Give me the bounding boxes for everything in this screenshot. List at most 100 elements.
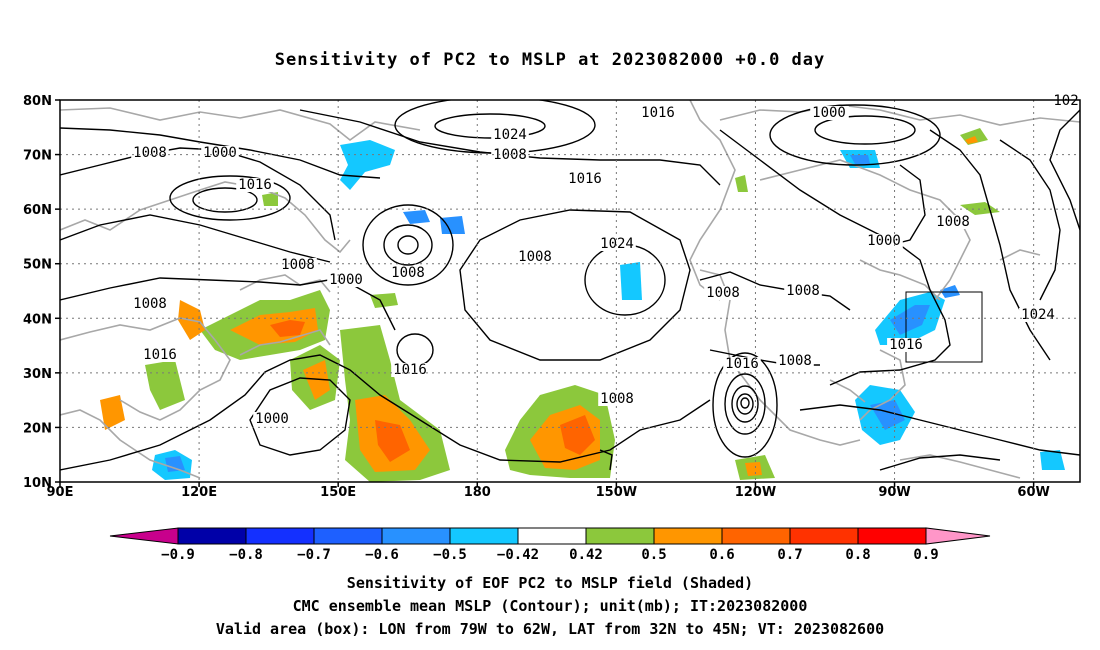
- colorbar-swatch: [585, 527, 655, 545]
- contour-label-bg: [639, 106, 677, 120]
- lat-tick-label: 50N: [23, 258, 52, 273]
- contour-label-bg: [566, 172, 604, 186]
- contour-label-bg: [887, 338, 925, 352]
- sensitivity-shading: [100, 128, 1065, 482]
- colorbar-swatch: [245, 527, 315, 545]
- contour-label-bg: [131, 146, 169, 160]
- lat-tick-label: 70N: [23, 149, 52, 164]
- lat-tick-label: 10N: [23, 476, 52, 491]
- contour-label-bg: [131, 297, 169, 311]
- colorbar-label: −0.9: [161, 547, 195, 563]
- contour-label: 1024: [600, 236, 634, 252]
- contour-label: 1024: [1021, 307, 1055, 323]
- contour-label-bg: [516, 250, 554, 264]
- lat-tick-label: 20N: [23, 421, 52, 436]
- contour-label: 1000: [867, 233, 901, 249]
- colorbar-label: 0.5: [641, 547, 666, 563]
- lat-tick-label: 30N: [23, 367, 52, 382]
- lon-tick-label: 60W: [1017, 485, 1049, 500]
- contour-label: 1008: [281, 257, 315, 273]
- colorbar-swatch: [449, 527, 519, 545]
- colorbar-high-arrow: [925, 527, 991, 545]
- contour-label-bg: [236, 178, 274, 192]
- contour-label: 1016: [393, 362, 427, 378]
- colorbar-swatch: [177, 527, 247, 545]
- colorbar-swatch: [857, 527, 927, 545]
- lon-tick-label: 120W: [735, 485, 776, 500]
- contour-label-bg: [598, 392, 636, 406]
- footer-line-3: Valid area (box): LON from 79W to 62W, L…: [215, 620, 885, 638]
- contour-label-bg: [598, 237, 636, 251]
- contour-label: 1000: [812, 105, 846, 121]
- colorbar-low-arrow: [109, 527, 179, 545]
- contour-label-bg: [784, 284, 822, 298]
- lon-tick-label: 90W: [878, 485, 910, 500]
- colorbar-label: 0.6: [709, 547, 734, 563]
- contour-label: 1016: [889, 337, 923, 353]
- colorbar-swatch: [653, 527, 723, 545]
- contour-label: 1008: [133, 296, 167, 312]
- contour-label: 1016: [238, 177, 272, 193]
- contour-label: 1008: [391, 265, 425, 281]
- contour-label-bg: [1019, 308, 1057, 322]
- contour-label-bg: [491, 128, 529, 142]
- contour-label-bg: [704, 286, 742, 300]
- lon-tick-label: 150E: [320, 485, 356, 500]
- contour-label-bg: [391, 363, 429, 377]
- colorbar-label: −0.5: [433, 547, 467, 563]
- contour-label-bg: [934, 215, 972, 229]
- colorbar-swatch: [381, 527, 451, 545]
- colorbar-label: −0.7: [297, 547, 331, 563]
- footer-line-1: Sensitivity of EOF PC2 to MSLP field (Sh…: [346, 574, 754, 592]
- plot-frame: [59, 99, 1081, 483]
- lat-tick-label: 80N: [23, 94, 52, 109]
- colorbar-label: 0.42: [569, 547, 603, 563]
- contour-label: 1016: [143, 347, 177, 363]
- contour-label-bg: [865, 234, 903, 248]
- contour-label-bg: [141, 348, 179, 362]
- contour-label: 1008: [786, 283, 820, 299]
- contour-label: 1024: [493, 127, 527, 143]
- contour-label: 1008: [778, 353, 812, 369]
- contour-label: 1000: [329, 272, 363, 288]
- contour-label-bg: [1051, 94, 1081, 108]
- lon-tick-label: 180: [464, 485, 491, 500]
- contour-label: 1016: [641, 105, 675, 121]
- map-title: Sensitivity of PC2 to MSLP at 2023082000…: [274, 50, 826, 70]
- colorbar-label: −0.6: [365, 547, 399, 563]
- contour-label-bg: [253, 412, 291, 426]
- lat-tick-label: 40N: [23, 312, 52, 327]
- contour-label-bg: [776, 354, 814, 368]
- mslp-contours: [60, 100, 1080, 471]
- contour-label-bg: [201, 146, 239, 160]
- colorbar-label: 0.9: [913, 547, 938, 563]
- contour-label: 1008: [936, 214, 970, 230]
- contour-label-bg: [327, 273, 365, 287]
- colorbar-swatch: [313, 527, 383, 545]
- lon-tick-label: 90E: [47, 485, 74, 500]
- contour-label-bg: [723, 357, 761, 371]
- contour-label: 102: [1053, 93, 1078, 109]
- colorbar-label: −0.8: [229, 547, 263, 563]
- footer-line-2: CMC ensemble mean MSLP (Contour); unit(m…: [292, 597, 808, 615]
- colorbar-label: 0.8: [845, 547, 870, 563]
- contour-label-bg: [279, 258, 317, 272]
- colorbar-swatch: [517, 527, 587, 545]
- lat-tick-label: 60N: [23, 203, 52, 218]
- colorbar-swatch: [789, 527, 859, 545]
- contour-label: 1000: [203, 145, 237, 161]
- contour-label: 1008: [133, 145, 167, 161]
- contour-label: 1000: [255, 411, 289, 427]
- valid-area-box: [905, 291, 983, 363]
- contour-label: 1016: [568, 171, 602, 187]
- contour-label-bg: [389, 266, 427, 280]
- lon-tick-label: 120E: [181, 485, 217, 500]
- contour-label: 1008: [600, 391, 634, 407]
- colorbar-label: −0.42: [497, 547, 539, 563]
- contour-label: 1008: [706, 285, 740, 301]
- contour-label: 1016: [725, 356, 759, 372]
- colorbar-swatch: [721, 527, 791, 545]
- contour-label-bg: [810, 106, 848, 120]
- colorbar-label: 0.7: [777, 547, 802, 563]
